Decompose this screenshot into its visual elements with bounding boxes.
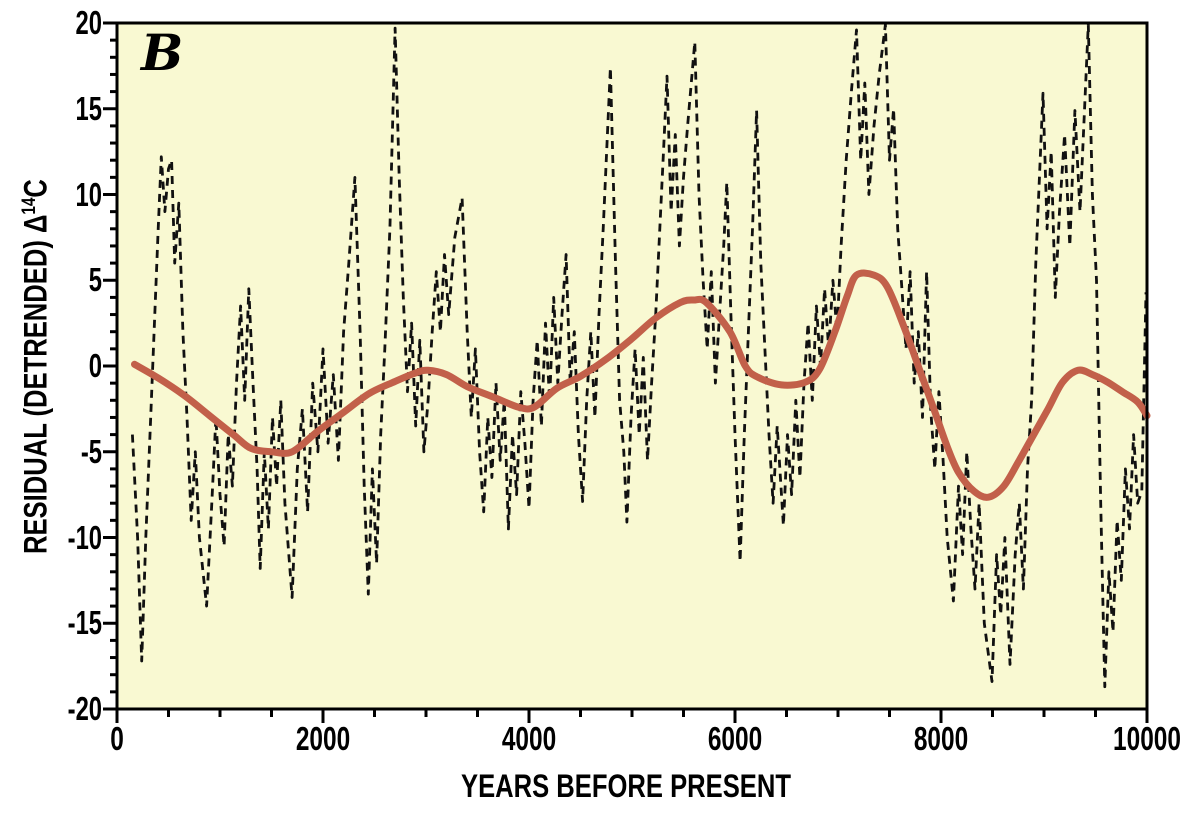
y-tick-label: 0: [88, 347, 102, 384]
delta-symbol: Δ: [17, 214, 54, 234]
y-tick-label: 10: [75, 176, 102, 213]
superscript-14: 14: [19, 197, 40, 215]
y-tick-label: -15: [67, 604, 102, 641]
y-axis-title: RESIDUAL (DETRENDED) Δ14C: [12, 179, 54, 554]
x-axis-title: YEARS BEFORE PRESENT: [460, 768, 792, 804]
y-tick-label: 5: [88, 261, 102, 298]
plot-background: [117, 23, 1147, 709]
y-axis-title-text: RESIDUAL (DETRENDED): [17, 233, 54, 554]
carbon-symbol: C: [17, 179, 54, 198]
y-tick-label: -5: [80, 433, 102, 470]
y-tick-label: 15: [75, 90, 102, 127]
y-tick-label: -20: [67, 690, 102, 727]
x-tick-label: 10000: [1113, 720, 1181, 757]
x-tick-label: 2000: [295, 720, 351, 757]
panel-label: B: [141, 23, 184, 82]
x-tick-label: 0: [110, 720, 124, 757]
x-tick-label: 6000: [707, 720, 763, 757]
x-tick-label: 4000: [501, 720, 557, 757]
trend-series-path: [131, 269, 1151, 501]
y-tick-label: -10: [67, 519, 102, 556]
y-tick-label: 20: [75, 4, 102, 41]
x-tick-label: 8000: [913, 720, 969, 757]
